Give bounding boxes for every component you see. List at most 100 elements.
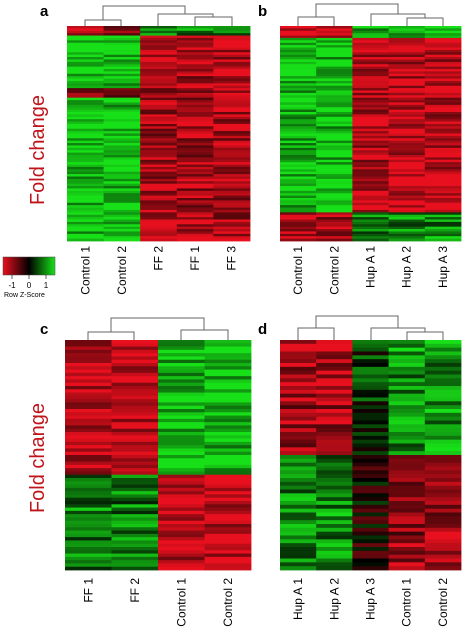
- heatmap-cell: [111, 478, 159, 482]
- heatmap-cell: [388, 458, 426, 464]
- heatmap-cell: [352, 145, 389, 149]
- heatmap-cell: [111, 510, 159, 515]
- heatmap-cell: [352, 164, 389, 168]
- heatmap-column-d-2: [316, 340, 353, 571]
- heatmap-cell: [111, 556, 159, 561]
- heatmap-cell: [67, 200, 104, 204]
- heatmap-cell: [140, 131, 178, 134]
- heatmap-cell: [352, 188, 389, 192]
- heatmap-cell: [176, 155, 214, 158]
- heatmap-cell: [213, 224, 251, 228]
- heatmap-cell: [424, 143, 462, 146]
- heatmap-cell: [352, 52, 389, 56]
- heatmap-cell: [316, 393, 353, 398]
- heatmap-cell: [67, 97, 104, 101]
- heatmap-cell: [316, 28, 353, 32]
- heatmap-cell: [67, 33, 104, 36]
- heatmap-cell: [352, 97, 389, 101]
- heatmap-cell: [204, 484, 252, 489]
- heatmap-cell: [316, 370, 353, 375]
- heatmap-cell: [67, 47, 104, 51]
- heatmap-cell: [352, 183, 389, 187]
- heatmap-cell: [67, 219, 104, 223]
- heatmap-cell: [67, 224, 104, 228]
- heatmap-cell: [213, 138, 251, 142]
- heatmap-cell: [316, 37, 353, 41]
- heatmap-cell: [388, 428, 426, 433]
- heatmap-cell: [280, 45, 317, 48]
- heatmap-cell: [111, 530, 159, 535]
- heatmap-cell: [280, 512, 317, 517]
- heatmap-cell: [140, 164, 178, 168]
- heatmap-cell: [352, 92, 389, 96]
- heatmap-cell: [280, 524, 317, 529]
- heatmap-cell: [213, 90, 251, 94]
- heatmap-cell: [176, 200, 214, 204]
- heatmap-cell: [388, 47, 426, 51]
- heatmap-cell: [280, 550, 317, 556]
- heatmap-cell: [103, 90, 141, 94]
- column-label-d-5: Control 2: [436, 578, 450, 627]
- heatmap-cell: [158, 507, 205, 512]
- heatmap-cell: [140, 28, 178, 32]
- heatmap-cell: [424, 451, 462, 456]
- heatmap-cell: [352, 112, 389, 115]
- heatmap-cell: [140, 190, 178, 194]
- heatmap-cell: [158, 441, 205, 446]
- heatmap-cell: [424, 205, 462, 208]
- heatmap-cell: [316, 78, 353, 82]
- heatmap-cell: [388, 52, 426, 56]
- heatmap-cell: [103, 157, 141, 161]
- heatmap-cell: [67, 169, 104, 173]
- heatmap-cell: [388, 76, 426, 79]
- heatmap-cell: [103, 143, 141, 146]
- heatmap-cell: [280, 359, 317, 364]
- heatmap-cell: [103, 121, 141, 125]
- heatmap-cell: [388, 57, 426, 60]
- heatmap-cell: [111, 547, 159, 551]
- heatmap-cell: [424, 78, 462, 82]
- heatmap-cell: [204, 553, 252, 558]
- heatmap-cell: [213, 123, 251, 127]
- heatmap-cell: [67, 61, 104, 65]
- heatmap-cell: [140, 119, 178, 122]
- heatmap-cell: [65, 566, 112, 571]
- heatmap-cell: [352, 159, 389, 163]
- heatmap-cell: [67, 73, 104, 77]
- heatmap-cell: [316, 33, 353, 36]
- heatmap-cell: [280, 205, 317, 208]
- heatmap-cell: [158, 501, 205, 505]
- heatmap-cell: [176, 76, 214, 79]
- heatmap-cell: [111, 507, 159, 512]
- heatmap-cell: [280, 112, 317, 115]
- heatmap-cell: [111, 412, 159, 416]
- heatmap-cell: [388, 140, 426, 144]
- heatmap-cell: [67, 135, 104, 139]
- heatmap-cell: [140, 30, 178, 34]
- heatmap-cell: [158, 527, 205, 531]
- heatmap-cell: [424, 405, 462, 410]
- heatmap-cell: [424, 193, 462, 197]
- heatmap-cell: [352, 135, 389, 139]
- heatmap-cell: [388, 188, 426, 192]
- heatmap-cell: [213, 135, 251, 139]
- heatmap-cell: [280, 504, 317, 510]
- heatmap-cell: [424, 497, 462, 502]
- heatmap-cell: [280, 190, 317, 194]
- heatmap-cell: [140, 169, 178, 173]
- heatmap-cell: [67, 40, 104, 44]
- heatmap-cell: [213, 164, 251, 168]
- heatmap-cell: [213, 104, 251, 108]
- heatmap-cell: [316, 138, 353, 142]
- heatmap-cell: [65, 510, 112, 515]
- heatmap-cell: [424, 535, 462, 540]
- heatmap-cell: [204, 435, 252, 439]
- heatmap-cell: [316, 451, 353, 456]
- heatmap-cell: [424, 135, 462, 139]
- heatmap-cell: [158, 481, 205, 485]
- heatmap-cell: [103, 188, 141, 192]
- heatmap-cell: [158, 464, 205, 469]
- heatmap-column-a-5: [213, 26, 251, 242]
- heatmap-cell: [67, 238, 104, 242]
- column-labels-d: Hup A 1 Hup A 2 Hup A 3 Control 1 Control 2: [291, 578, 450, 627]
